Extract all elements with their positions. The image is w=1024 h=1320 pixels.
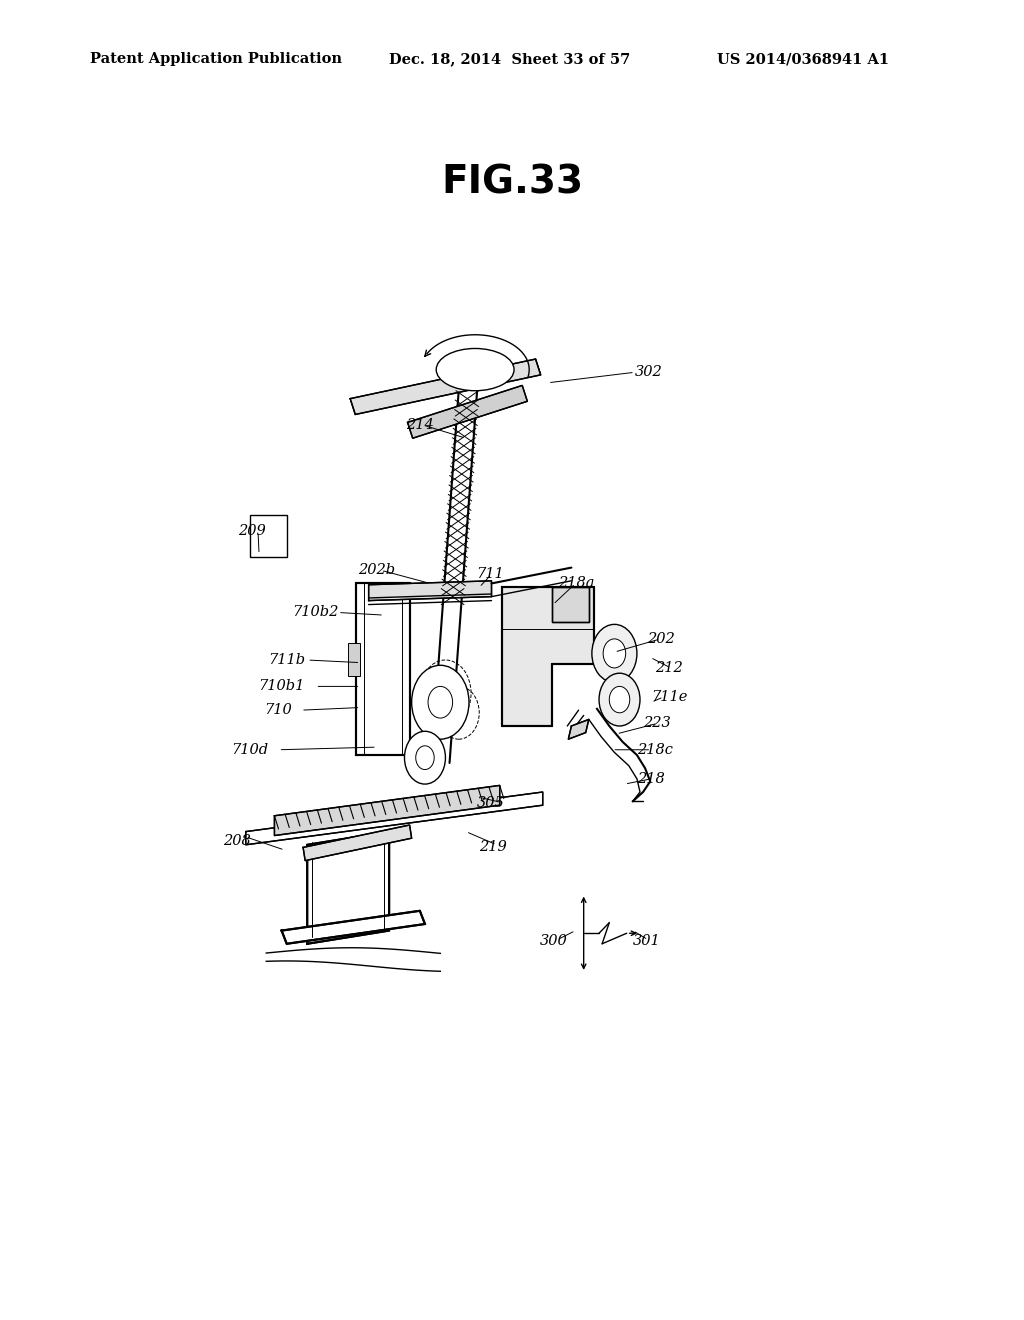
- Text: 202b: 202b: [358, 564, 395, 577]
- Polygon shape: [350, 359, 541, 414]
- Ellipse shape: [436, 348, 514, 391]
- Text: FIG.33: FIG.33: [441, 164, 583, 201]
- Polygon shape: [502, 587, 594, 726]
- Circle shape: [609, 686, 630, 713]
- Text: 214: 214: [407, 418, 434, 432]
- Polygon shape: [408, 385, 527, 438]
- Text: 710: 710: [264, 704, 292, 717]
- Text: 711e: 711e: [651, 690, 688, 704]
- Text: 202: 202: [647, 632, 675, 645]
- Text: 711b: 711b: [268, 653, 305, 667]
- Circle shape: [592, 624, 637, 682]
- Text: 711: 711: [476, 568, 504, 581]
- Text: Patent Application Publication: Patent Application Publication: [90, 53, 342, 66]
- Polygon shape: [553, 587, 590, 622]
- Text: 301: 301: [633, 935, 660, 948]
- Bar: [348, 643, 360, 676]
- Circle shape: [428, 686, 453, 718]
- Circle shape: [412, 665, 469, 739]
- Text: 218c: 218c: [637, 743, 673, 756]
- Text: 300: 300: [540, 935, 567, 948]
- Text: 208: 208: [223, 834, 251, 847]
- Text: 710b2: 710b2: [292, 606, 338, 619]
- Text: 218: 218: [637, 772, 665, 785]
- Circle shape: [599, 673, 640, 726]
- Polygon shape: [369, 581, 492, 601]
- Circle shape: [603, 639, 626, 668]
- Polygon shape: [307, 832, 389, 944]
- Circle shape: [404, 731, 445, 784]
- Text: 219: 219: [479, 841, 507, 854]
- Polygon shape: [274, 785, 500, 836]
- Circle shape: [416, 746, 434, 770]
- Bar: [250, 515, 287, 557]
- Text: 305: 305: [477, 796, 505, 809]
- Text: 209: 209: [238, 524, 265, 537]
- Text: US 2014/0368941 A1: US 2014/0368941 A1: [717, 53, 889, 66]
- Text: 212: 212: [655, 661, 683, 675]
- Text: 218a: 218a: [558, 577, 595, 590]
- Text: Dec. 18, 2014  Sheet 33 of 57: Dec. 18, 2014 Sheet 33 of 57: [389, 53, 631, 66]
- Text: 302: 302: [635, 366, 663, 379]
- Polygon shape: [356, 583, 410, 755]
- Polygon shape: [246, 792, 543, 845]
- Text: 223: 223: [643, 717, 671, 730]
- Text: 710b1: 710b1: [258, 680, 304, 693]
- Polygon shape: [303, 825, 412, 861]
- Text: 710d: 710d: [231, 743, 268, 756]
- Polygon shape: [568, 719, 589, 739]
- Polygon shape: [282, 911, 425, 944]
